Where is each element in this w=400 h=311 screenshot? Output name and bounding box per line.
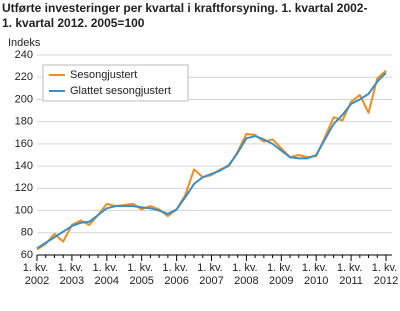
y-tick-label: 140 [15, 160, 33, 172]
y-axis-label: Indeks [8, 37, 41, 49]
x-tick-label: 1. kv. 2008 [232, 262, 261, 287]
series-line [36, 72, 387, 250]
x-tick-label: 1. kv. 2005 [127, 262, 156, 287]
legend-label: Glattet sesongjustert [70, 85, 171, 97]
chart-title: Utførte investeringer per kvartal i kraf… [2, 1, 367, 15]
y-tick-label: 240 [15, 49, 33, 61]
y-tick-label: 120 [15, 182, 33, 194]
y-tick-label: 100 [15, 204, 33, 216]
x-tick-label: 1. kv. 2006 [162, 262, 191, 287]
x-tick-label: 1. kv. 2009 [267, 262, 296, 287]
legend-box [42, 64, 189, 102]
y-tick-label: 80 [21, 227, 33, 239]
x-tick-label: 1. kv. 2007 [197, 262, 226, 287]
x-tick-label: 1. kv. 2003 [58, 262, 87, 287]
x-tick-label: 1. kv. 2004 [93, 262, 122, 287]
legend-label: Sesongjustert [70, 69, 137, 81]
x-tick-label: 1. kv. 2012 [372, 262, 400, 287]
y-tick-label: 180 [15, 116, 33, 128]
x-tick-label: 1. kv. 2010 [302, 262, 331, 287]
chart-title: 1. kvartal 2012. 2005=100 [2, 16, 145, 30]
y-tick-label: 200 [15, 93, 33, 105]
y-tick-label: 160 [15, 138, 33, 150]
x-tick-label: 1. kv. 2011 [337, 262, 366, 287]
x-tick-label: 1. kv. 2002 [23, 262, 52, 287]
y-tick-label: 60 [21, 249, 33, 261]
y-tick-label: 220 [15, 71, 33, 83]
